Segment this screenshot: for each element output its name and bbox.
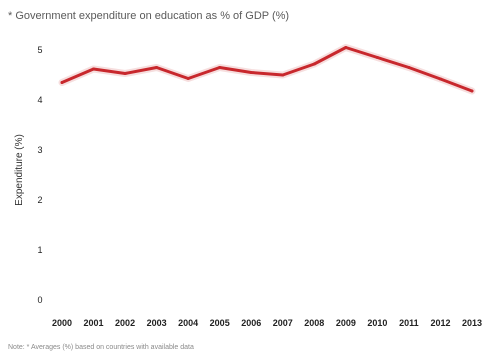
x-tick-label: 2008 (304, 318, 324, 328)
data-point (249, 71, 253, 74)
x-tick-label: 2009 (336, 318, 356, 328)
series-line (60, 46, 474, 93)
x-tick-label: 2006 (241, 318, 261, 328)
chart-note: Note: * Averages (%) based on countries … (8, 344, 194, 351)
series-layer (58, 44, 476, 95)
y-tick-label: 1 (37, 245, 42, 255)
y-axis-label-group: Expenditure (%) (14, 134, 25, 206)
x-tick-label: 2013 (462, 318, 482, 328)
x-tick-label: 2002 (115, 318, 135, 328)
x-tick-label: 2005 (210, 318, 230, 328)
y-tick-label: 4 (37, 95, 42, 105)
data-point (218, 66, 222, 69)
data-point (407, 66, 411, 69)
data-point (155, 66, 159, 69)
x-tick-label: 2000 (52, 318, 72, 328)
data-point (60, 81, 64, 84)
data-point (375, 56, 379, 59)
x-tick-label: 2007 (273, 318, 293, 328)
data-point (123, 72, 127, 75)
data-point (312, 62, 316, 66)
x-tick-labels: 2000 2001 2002 2003 2004 2005 2006 2007 2008 2009… (52, 318, 482, 328)
y-axis-label: Expenditure (%) (14, 134, 25, 206)
x-tick-label: 2011 (399, 318, 419, 328)
data-point (470, 89, 474, 93)
y-tick-label: 2 (37, 195, 42, 205)
y-tick-label: 3 (37, 145, 42, 155)
data-point (438, 77, 442, 81)
data-point (344, 46, 348, 49)
x-tick-label: 2010 (367, 318, 387, 328)
y-tick-label: 5 (37, 45, 42, 55)
data-point (186, 77, 190, 80)
x-tick-label: 2012 (430, 318, 450, 328)
x-tick-label: 2004 (178, 318, 198, 328)
data-point (92, 67, 96, 71)
x-tick-label: 2003 (147, 318, 167, 328)
x-tick-label: 2001 (84, 318, 104, 328)
data-point (281, 73, 285, 77)
y-tick-labels: 0 1 2 3 4 5 (37, 45, 42, 305)
y-tick-label: 0 (37, 295, 42, 305)
chart-title: * Government expenditure on education as… (8, 10, 290, 22)
